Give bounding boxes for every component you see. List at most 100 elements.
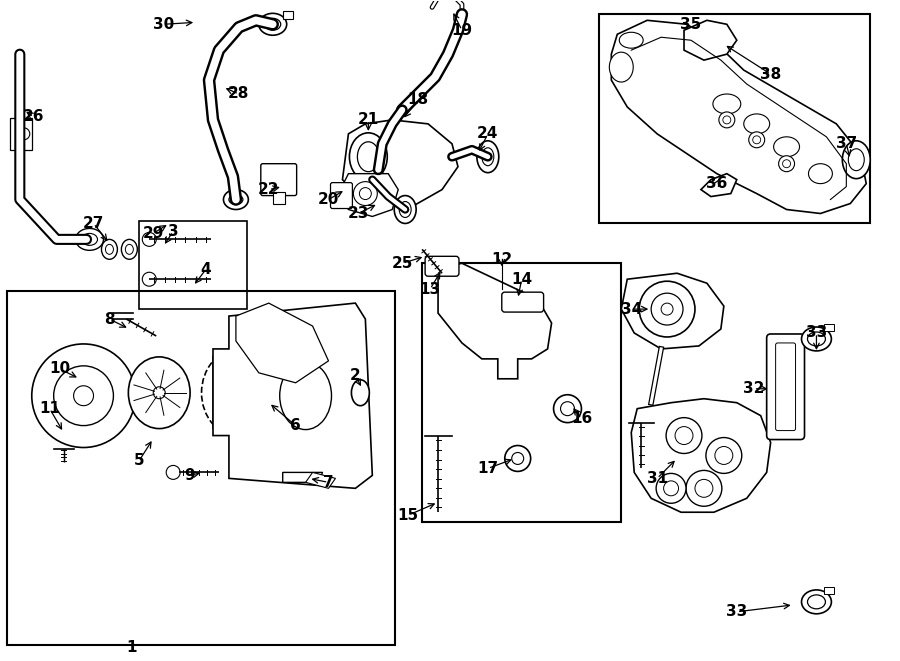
Ellipse shape [849,149,864,171]
Text: 24: 24 [477,126,499,141]
Ellipse shape [229,194,243,204]
Circle shape [652,293,683,325]
Ellipse shape [807,595,825,609]
Polygon shape [283,473,322,483]
Text: 34: 34 [621,301,642,317]
Ellipse shape [349,133,387,180]
Text: 7: 7 [323,475,334,490]
Text: 16: 16 [571,411,592,426]
FancyBboxPatch shape [767,334,805,440]
Circle shape [666,418,702,453]
Circle shape [695,479,713,497]
Circle shape [723,116,731,124]
Circle shape [686,471,722,506]
Ellipse shape [125,245,133,254]
Polygon shape [701,174,737,196]
Text: 19: 19 [452,22,472,38]
Bar [273,192,284,204]
FancyBboxPatch shape [261,164,297,196]
Circle shape [74,386,94,406]
Polygon shape [236,303,328,383]
Text: 3: 3 [168,224,178,239]
FancyBboxPatch shape [776,343,796,430]
Text: 4: 4 [201,262,212,277]
Text: 37: 37 [836,136,857,151]
Text: 14: 14 [511,272,532,287]
Text: 22: 22 [258,182,280,197]
Bar [10,118,32,150]
Circle shape [142,272,157,286]
Ellipse shape [351,380,369,406]
Circle shape [554,395,581,422]
Circle shape [505,446,531,471]
Text: 18: 18 [408,93,428,108]
Ellipse shape [774,137,799,157]
FancyBboxPatch shape [425,256,459,276]
Bar [599,15,870,223]
Ellipse shape [743,114,770,134]
Text: 10: 10 [50,362,70,376]
Circle shape [18,128,30,140]
Polygon shape [611,20,866,214]
Bar [422,263,621,522]
Polygon shape [631,399,770,512]
Text: 21: 21 [357,112,379,128]
Bar [7,291,395,644]
Text: 25: 25 [392,256,413,271]
Ellipse shape [280,362,331,430]
Text: 23: 23 [347,206,369,221]
Ellipse shape [357,142,379,172]
Ellipse shape [129,357,190,428]
Polygon shape [213,303,373,488]
Circle shape [663,481,679,496]
Circle shape [153,387,166,399]
Text: 13: 13 [419,282,441,297]
Circle shape [675,426,693,444]
Circle shape [783,160,790,168]
Text: 36: 36 [706,176,727,191]
Text: 12: 12 [491,252,512,267]
Ellipse shape [223,190,248,210]
Ellipse shape [76,229,104,251]
Bar [283,11,293,19]
Ellipse shape [808,164,833,184]
Circle shape [719,112,734,128]
Circle shape [639,281,695,337]
Circle shape [752,136,760,144]
Text: 2: 2 [350,368,361,383]
Text: 35: 35 [680,17,702,32]
Ellipse shape [105,245,113,254]
Bar [140,221,247,309]
Ellipse shape [477,141,499,173]
Polygon shape [343,120,458,206]
Bar [824,324,834,331]
Text: 33: 33 [806,325,827,340]
Polygon shape [213,349,229,436]
Text: 32: 32 [743,381,764,396]
Text: 33: 33 [726,604,747,619]
Ellipse shape [609,52,634,82]
Ellipse shape [202,349,276,436]
Ellipse shape [394,196,416,223]
Circle shape [706,438,742,473]
Circle shape [54,366,113,426]
Circle shape [662,303,673,315]
Ellipse shape [82,233,97,245]
Text: 27: 27 [83,216,104,231]
Ellipse shape [842,141,870,178]
Circle shape [166,465,180,479]
Text: 8: 8 [104,311,114,327]
Text: 9: 9 [184,468,194,483]
Ellipse shape [807,332,825,346]
Circle shape [778,156,795,172]
Circle shape [715,447,733,465]
Circle shape [749,132,765,148]
Text: 11: 11 [40,401,60,416]
Text: 17: 17 [477,461,499,476]
Ellipse shape [259,13,287,35]
Text: 31: 31 [646,471,668,486]
Text: 15: 15 [398,508,418,523]
Ellipse shape [122,239,138,259]
Polygon shape [684,20,737,60]
Text: 38: 38 [760,67,781,81]
